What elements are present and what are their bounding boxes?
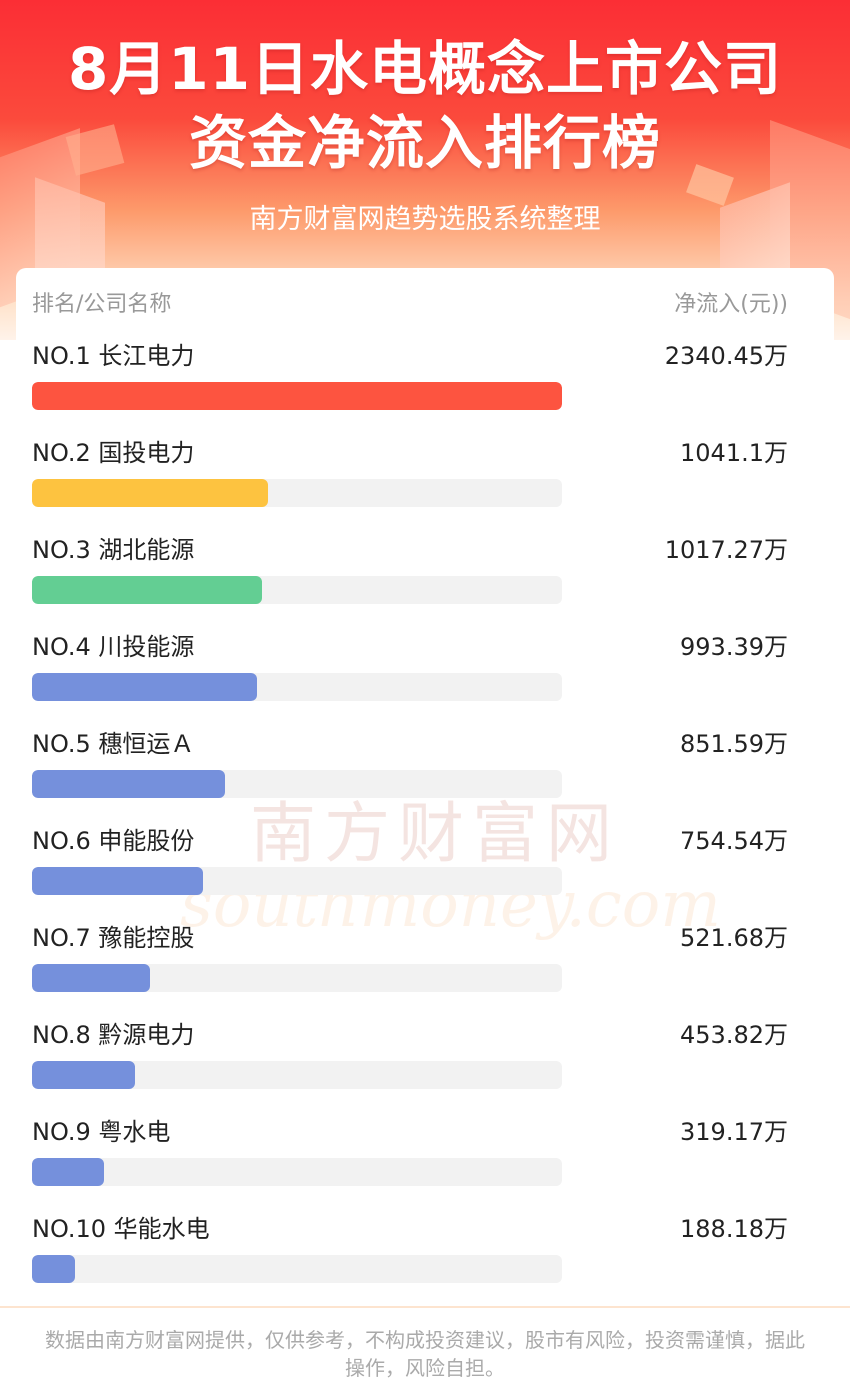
company-rank-label: NO.5 穗恒运Ａ <box>32 730 195 758</box>
bar-track <box>32 479 562 507</box>
net-inflow-value: 319.17万 <box>680 1118 788 1146</box>
ranking-row: NO.2 国投电力 1041.1万 <box>0 435 850 532</box>
bar-fill <box>32 1255 75 1283</box>
bar-track <box>32 867 562 895</box>
company-rank-label: NO.9 粤水电 <box>32 1118 171 1146</box>
bar-track <box>32 673 562 701</box>
company-rank-label: NO.8 黔源电力 <box>32 1021 195 1049</box>
company-rank-label: NO.6 申能股份 <box>32 827 195 855</box>
column-header-rank-name: 排名/公司名称 <box>32 292 172 317</box>
bar-fill <box>32 382 562 410</box>
net-inflow-value: 754.54万 <box>680 827 788 855</box>
net-inflow-value: 993.39万 <box>680 633 788 661</box>
net-inflow-value: 188.18万 <box>680 1215 788 1243</box>
net-inflow-value: 851.59万 <box>680 730 788 758</box>
bar-fill <box>32 673 257 701</box>
net-inflow-value: 1017.27万 <box>664 536 788 564</box>
bar-fill <box>32 770 225 798</box>
column-header-net-inflow: 净流入(元)) <box>674 292 788 317</box>
bar-fill <box>32 964 150 992</box>
page-title-line2: 资金净流入排行榜 <box>188 109 661 177</box>
bar-fill <box>32 576 262 604</box>
ranking-row: NO.8 黔源电力 453.82万 <box>0 1017 850 1114</box>
bar-fill <box>32 1158 104 1186</box>
ranking-row: NO.7 豫能控股 521.68万 <box>0 920 850 1017</box>
company-rank-label: NO.1 长江电力 <box>32 342 195 370</box>
bar-track <box>32 770 562 798</box>
net-inflow-value: 521.68万 <box>680 924 788 952</box>
page-subtitle: 南方财富网趋势选股系统整理 <box>249 204 601 235</box>
ranking-row: NO.4 川投能源 993.39万 <box>0 629 850 726</box>
footer-divider <box>0 1306 850 1308</box>
bar-track <box>32 964 562 992</box>
bar-track <box>32 1158 562 1186</box>
bar-track <box>32 382 562 410</box>
ranking-row: NO.9 粤水电 319.17万 <box>0 1114 850 1211</box>
page-title-line1: 8月11日水电概念上市公司 <box>67 35 783 103</box>
company-rank-label: NO.7 豫能控股 <box>32 924 195 952</box>
bar-fill <box>32 867 203 895</box>
bar-fill <box>32 1061 135 1089</box>
net-inflow-value: 453.82万 <box>680 1021 788 1049</box>
company-rank-label: NO.10 华能水电 <box>32 1215 210 1243</box>
ranking-row: NO.1 长江电力 2340.45万 <box>0 338 850 435</box>
company-rank-label: NO.2 国投电力 <box>32 439 195 467</box>
disclaimer-text: 数据由南方财富网提供，仅供参考，不构成投资建议，股市有风险，投资需谨慎，据此操作… <box>45 1328 805 1380</box>
company-rank-label: NO.4 川投能源 <box>32 633 195 661</box>
bar-fill <box>32 479 268 507</box>
company-rank-label: NO.3 湖北能源 <box>32 536 195 564</box>
ranking-row: NO.10 华能水电 188.18万 <box>0 1211 850 1308</box>
bar-track <box>32 1061 562 1089</box>
bar-track <box>32 1255 562 1283</box>
ranking-row: NO.6 申能股份 754.54万 <box>0 823 850 920</box>
ranking-row: NO.5 穗恒运Ａ 851.59万 <box>0 726 850 823</box>
bar-track <box>32 576 562 604</box>
ranking-row: NO.3 湖北能源 1017.27万 <box>0 532 850 629</box>
net-inflow-value: 2340.45万 <box>664 342 788 370</box>
net-inflow-value: 1041.1万 <box>680 439 788 467</box>
